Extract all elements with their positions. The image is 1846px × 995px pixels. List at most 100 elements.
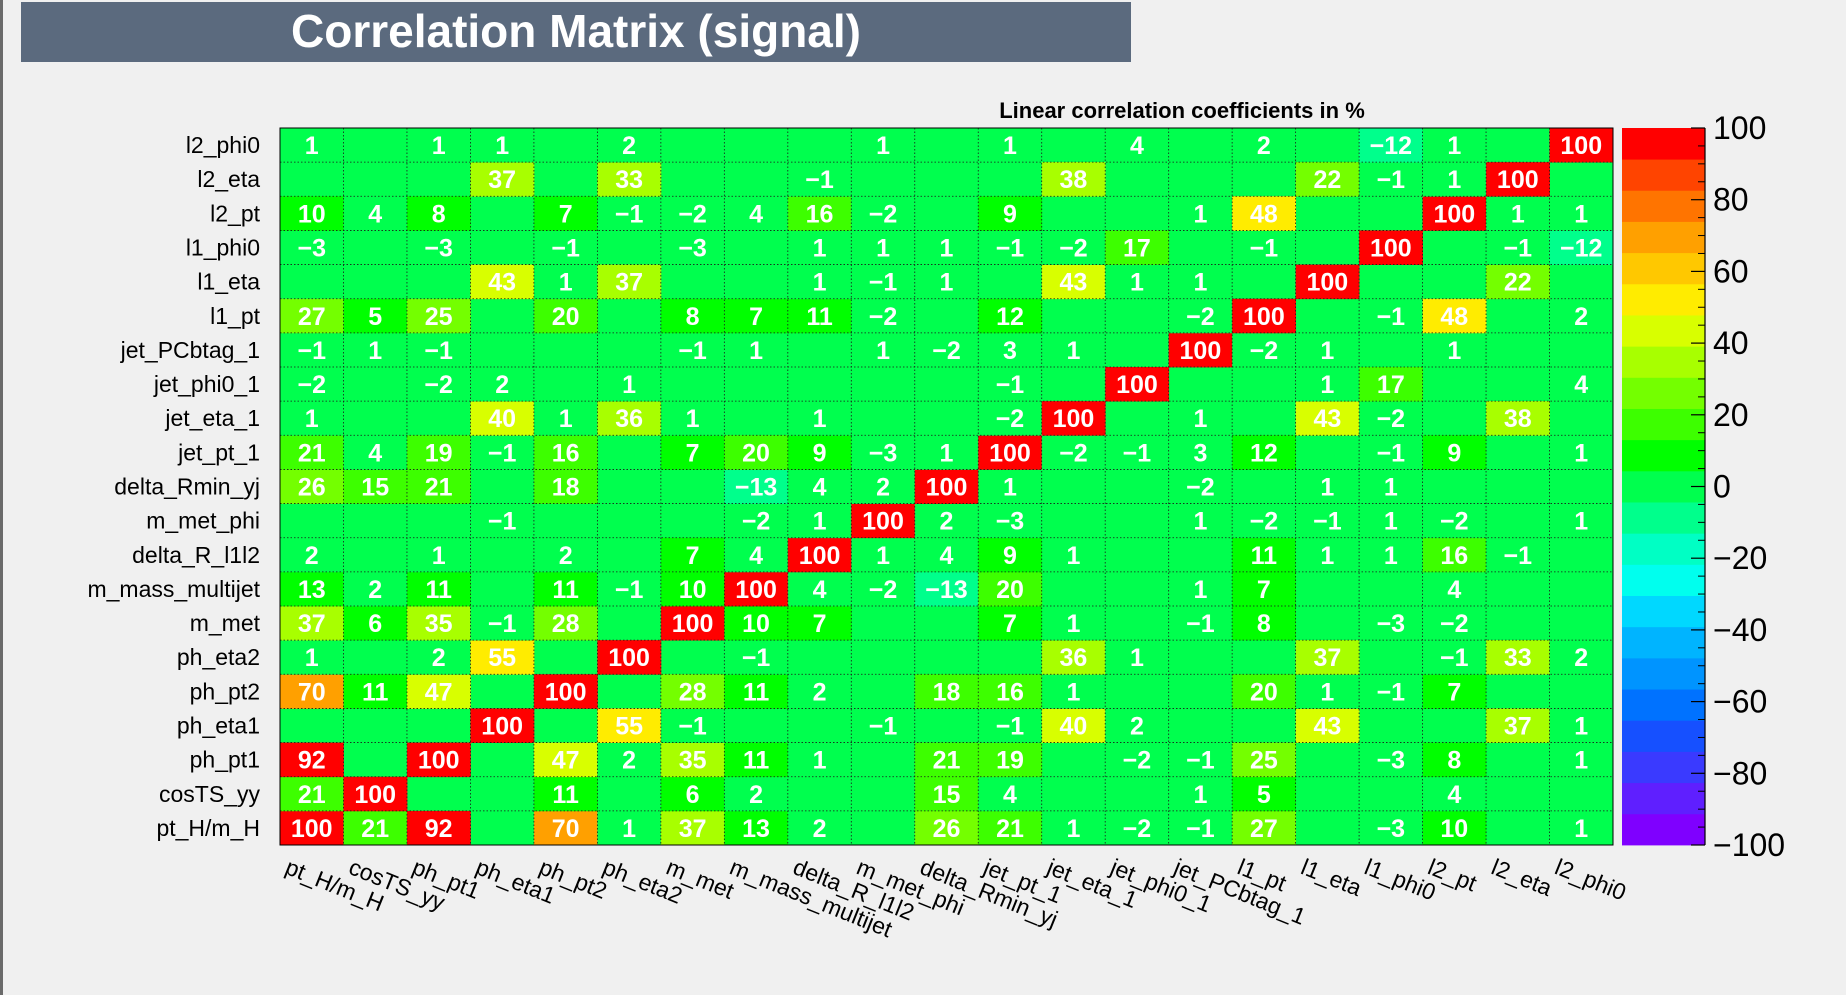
cell-value-label: 33: [1504, 644, 1532, 672]
cell-value-label: 7: [1257, 576, 1271, 604]
cell-value-label: 1: [305, 132, 319, 160]
heatmap-cell: [280, 435, 344, 470]
heatmap-cell: [597, 810, 662, 846]
cell-value-label: 21: [361, 815, 389, 843]
heatmap-cell: [660, 196, 725, 231]
heatmap-cell: [1422, 640, 1487, 675]
heatmap-cell: [978, 298, 1043, 334]
cell-value-label: −1: [424, 337, 453, 365]
cell-value-label: 2: [622, 132, 636, 160]
cell-value-label: −2: [1123, 747, 1152, 775]
cell-value-label: −2: [1186, 474, 1215, 502]
heatmap-cell: [1232, 537, 1297, 573]
heatmap-cell: [1232, 230, 1297, 265]
heatmap-cell: [724, 742, 789, 778]
heatmap-cell: [280, 537, 344, 573]
cell-value-label: 4: [749, 200, 763, 228]
cell-value-label: 40: [488, 405, 516, 433]
cell-value-label: 1: [1320, 474, 1334, 502]
heatmap-cell: [1422, 503, 1487, 539]
cell-value-label: 70: [298, 678, 326, 706]
cell-value-label: 4: [1447, 576, 1461, 604]
heatmap-cell: [978, 571, 1043, 607]
cell-value-label: 1: [876, 235, 890, 263]
cell-value-label: 1: [622, 371, 636, 399]
cell-value-label: 2: [622, 747, 636, 775]
cell-value-label: 2: [1257, 132, 1271, 160]
cell-value-label: 18: [933, 678, 961, 706]
heatmap-cell: [724, 810, 789, 846]
heatmap-cell: [406, 810, 471, 846]
cell-value-label: 16: [1440, 542, 1468, 570]
cell-value-label: 100: [926, 474, 968, 502]
cell-value-label: 1: [1320, 337, 1334, 365]
heatmap-cell: [660, 571, 725, 607]
cell-value-label: 1: [559, 269, 573, 297]
heatmap-cell: [1486, 162, 1550, 197]
cell-value-label: 2: [940, 508, 954, 536]
heatmap-cell: [343, 674, 408, 709]
cell-value-label: −2: [996, 405, 1025, 433]
cell-value-label: 33: [615, 166, 643, 194]
cell-value-label: 1: [1066, 610, 1080, 638]
heatmap-cell: [851, 264, 916, 300]
cell-value-label: 100: [799, 542, 841, 570]
heatmap-cell: [1168, 469, 1233, 504]
cell-value-label: 37: [615, 269, 643, 297]
cell-value-label: 28: [552, 610, 580, 638]
cell-value-label: 100: [989, 439, 1031, 467]
cell-value-label: −2: [678, 200, 707, 228]
heatmap-cell: [280, 230, 344, 265]
colorbar-swatch: [1622, 252, 1705, 285]
cell-value-label: −1: [488, 610, 517, 638]
cell-value-label: −3: [424, 235, 453, 263]
cell-value-label: 1: [305, 405, 319, 433]
cell-value-label: 1: [1574, 200, 1588, 228]
cell-value-label: 7: [559, 200, 573, 228]
heatmap-cell: [280, 469, 344, 504]
heatmap-cell: [1232, 742, 1297, 778]
colorbar-tick-label: −40: [1713, 612, 1767, 648]
cell-value-label: 37: [1313, 644, 1341, 672]
cell-value-label: 1: [1320, 371, 1334, 399]
cell-value-label: −1: [996, 235, 1025, 263]
heatmap-cell: [1422, 537, 1487, 573]
heatmap-cell: [470, 401, 535, 436]
y-tick-label: m_met: [190, 610, 261, 636]
heatmap-cell: [1295, 640, 1360, 675]
heatmap-cell: [1359, 537, 1423, 573]
cell-value-label: 43: [1060, 269, 1088, 297]
cell-value-label: 1: [813, 508, 827, 536]
heatmap-cell: [1295, 332, 1360, 368]
heatmap-cell: [533, 230, 598, 265]
cell-value-label: −2: [869, 303, 898, 331]
colorbar-swatch: [1622, 159, 1705, 191]
cell-value-label: 4: [1130, 132, 1144, 160]
heatmap-cell: [1359, 674, 1423, 709]
colorbar-tick-label: 20: [1713, 397, 1749, 433]
heatmap-cell: [533, 571, 598, 607]
cell-value-label: 43: [488, 269, 516, 297]
cell-value-label: 100: [1497, 166, 1539, 194]
cell-value-label: −1: [297, 337, 326, 365]
heatmap-cell: [1041, 606, 1106, 641]
cell-value-label: −2: [869, 576, 898, 604]
cell-value-label: 1: [1574, 815, 1588, 843]
heatmap-cell: [533, 537, 598, 573]
cell-value-label: 1: [432, 132, 446, 160]
cell-value-label: 100: [1370, 235, 1412, 263]
heatmap-cell: [851, 230, 916, 265]
heatmap-cell: [1422, 742, 1487, 778]
heatmap-cell: [597, 708, 662, 743]
colorbar-tick-label: 100: [1713, 110, 1766, 146]
cell-value-label: 100: [545, 678, 587, 706]
cell-value-label: 1: [495, 132, 509, 160]
cell-value-label: 8: [1447, 747, 1461, 775]
cell-value-label: 21: [933, 747, 961, 775]
colorbar-swatch: [1622, 533, 1705, 565]
heatmap-cell: [1486, 708, 1550, 743]
colorbar-swatch: [1622, 502, 1705, 534]
cell-value-label: 2: [305, 542, 319, 570]
heatmap-cell: [533, 674, 598, 709]
colorbar-swatch: [1622, 626, 1705, 659]
